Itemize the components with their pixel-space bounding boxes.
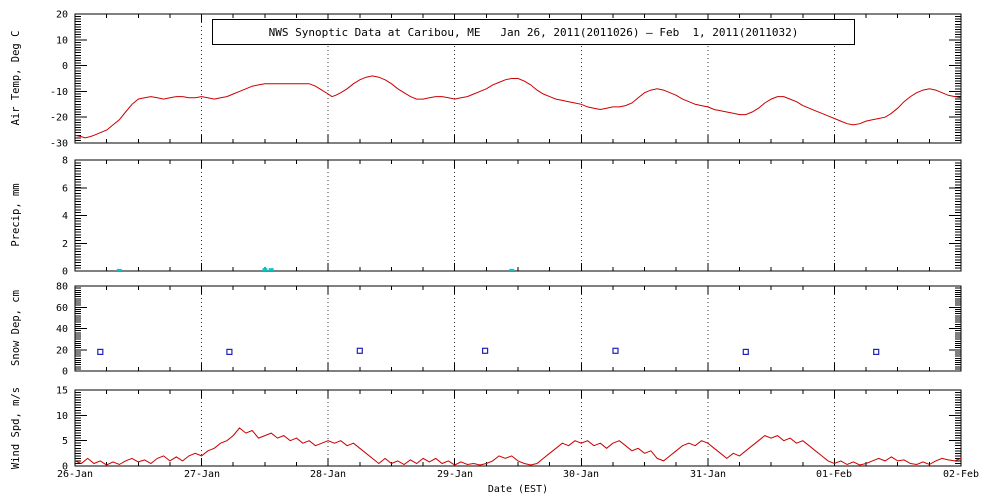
svg-text:-30: -30 — [50, 139, 68, 150]
y-axis-label-wind-spd: Wind Spd, m/s — [10, 386, 22, 470]
x-tick-label: 27-Jan — [183, 469, 221, 480]
x-tick-label: 02-Feb — [942, 469, 980, 480]
x-tick-label: 29-Jan — [436, 469, 474, 480]
svg-text:6: 6 — [62, 183, 68, 194]
x-tick-label: 30-Jan — [562, 469, 600, 480]
x-tick-label: 01-Feb — [815, 469, 853, 480]
x-tick-label: 28-Jan — [309, 469, 347, 480]
svg-text:0: 0 — [62, 462, 68, 473]
chart-title-box: NWS Synoptic Data at Caribou, ME Jan 26,… — [212, 19, 855, 45]
svg-text:40: 40 — [56, 324, 68, 335]
svg-text:8: 8 — [62, 156, 68, 167]
svg-text:20: 20 — [56, 10, 68, 21]
svg-text:2: 2 — [62, 239, 68, 250]
svg-text:60: 60 — [56, 303, 68, 314]
svg-text:0: 0 — [62, 267, 68, 278]
svg-text:0: 0 — [62, 367, 68, 378]
x-tick-label: 31-Jan — [689, 469, 727, 480]
chart-title: NWS Synoptic Data at Caribou, ME Jan 26,… — [268, 25, 799, 39]
svg-text:-10: -10 — [50, 87, 68, 98]
svg-text:10: 10 — [56, 411, 68, 422]
x-axis-title: Date (EST) — [487, 484, 549, 495]
svg-text:80: 80 — [56, 282, 68, 293]
svg-text:20: 20 — [56, 345, 68, 356]
x-tick-label: 26-Jan — [56, 469, 94, 480]
svg-text:5: 5 — [62, 436, 68, 447]
svg-text:4: 4 — [62, 211, 68, 222]
svg-text:-20: -20 — [50, 113, 68, 124]
svg-text:15: 15 — [56, 386, 68, 397]
svg-text:10: 10 — [56, 35, 68, 46]
svg-text:0: 0 — [62, 61, 68, 72]
